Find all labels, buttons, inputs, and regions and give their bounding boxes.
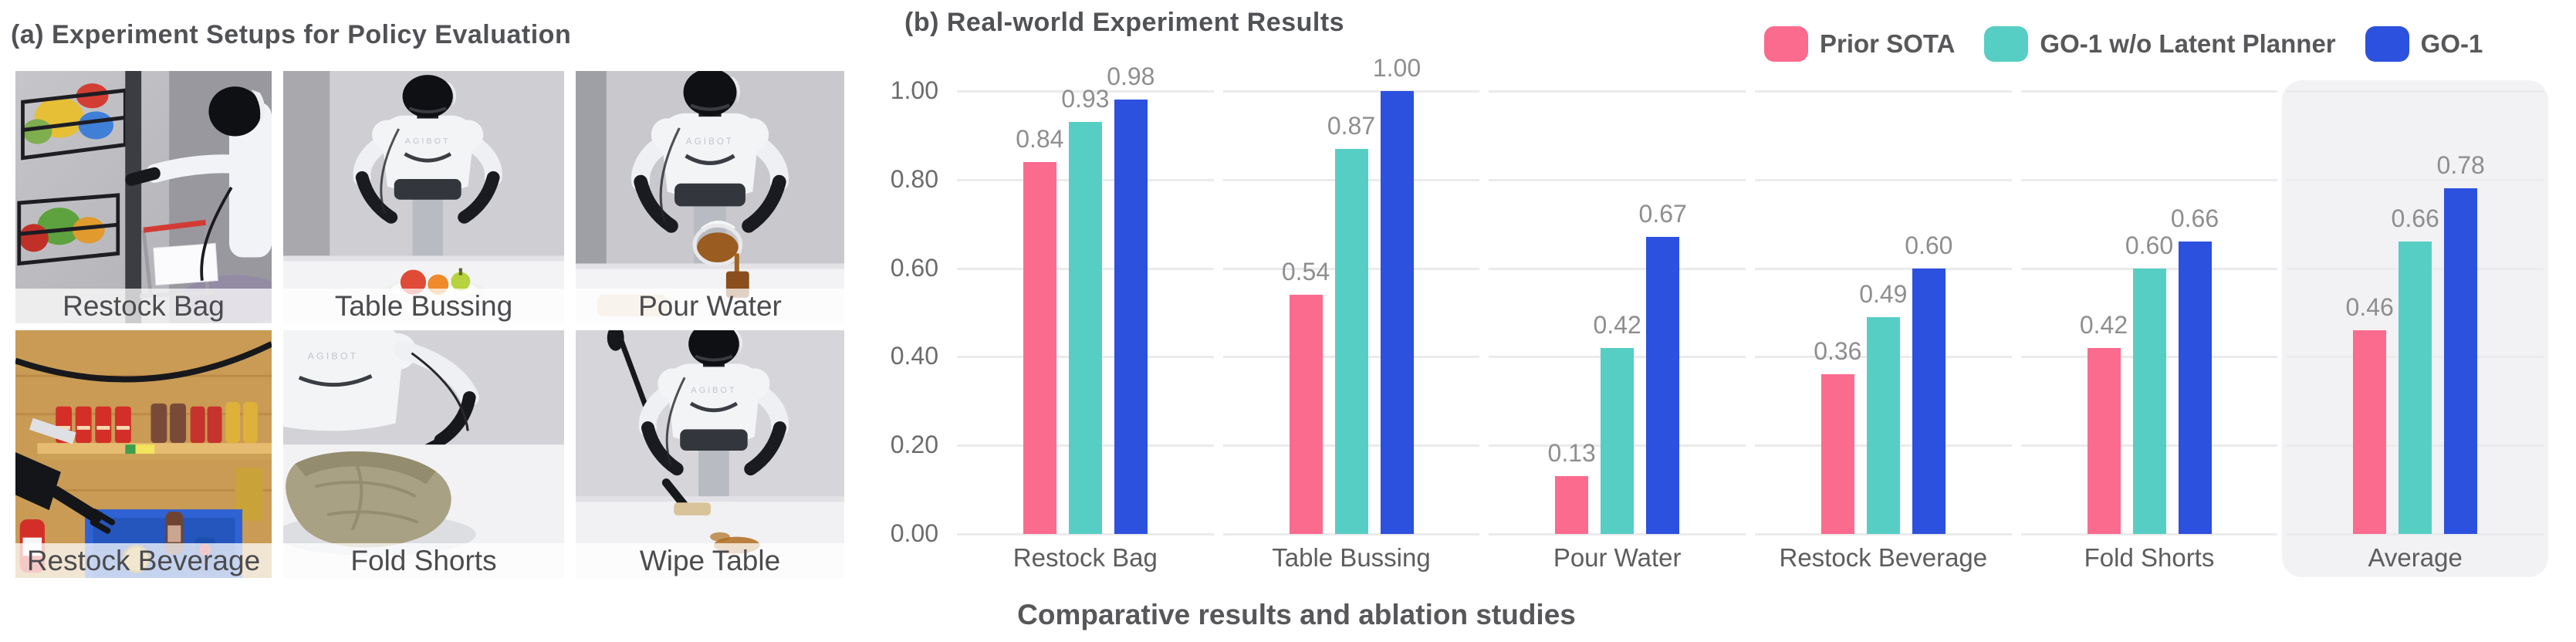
- bar-prior-sota: [1820, 374, 1854, 534]
- legend: Prior SOTA GO-1 w/o Latent Planner GO-1: [1764, 26, 2483, 62]
- legend-swatch: [1984, 26, 2029, 62]
- y-axis-tick: 0.40: [890, 342, 938, 370]
- gridline: [2287, 178, 2544, 181]
- robot-brand-text: AGIBOT: [308, 351, 359, 362]
- bar-value-label: 0.67: [1638, 200, 1687, 228]
- bar-value-label: 0.13: [1547, 439, 1596, 468]
- legend-label: Prior SOTA: [1820, 29, 1956, 58]
- gridline: [2287, 533, 2544, 536]
- panel-a-title: (a) Experiment Setups for Policy Evaluat…: [11, 20, 572, 49]
- bar-go-1: [1114, 100, 1148, 534]
- bar-go-1: [2444, 188, 2478, 534]
- photo-label: Wipe Table: [576, 543, 844, 578]
- category-label: Restock Bag: [1012, 543, 1158, 572]
- bar-prior-sota: [2087, 347, 2121, 534]
- photo-label: Table Bussing: [283, 289, 564, 323]
- panel-b-title: (b) Real-world Experiment Results: [904, 8, 1345, 37]
- y-axis-tick: 0.00: [890, 519, 938, 547]
- chart-caption: Comparative results and ablation studies: [1017, 599, 1576, 630]
- bar-go-1-w-o-latent-planner: [1068, 122, 1102, 534]
- photo-tile-restock-bag: Restock Bag: [15, 71, 272, 323]
- photo-grid: Restock Bag Table Bussing: [15, 71, 844, 578]
- bar-go-1: [1912, 268, 1946, 534]
- y-axis-tick: 0.80: [890, 164, 938, 193]
- bar-value-label: 0.87: [1327, 111, 1376, 140]
- y-axis-tick: 1.00: [890, 76, 938, 104]
- photo-label: Fold Shorts: [283, 543, 564, 578]
- bar-go-1: [1380, 91, 1414, 534]
- y-axis-tick: 0.20: [890, 431, 938, 459]
- category-label: Average: [2368, 543, 2463, 572]
- photo-tile-table-bussing: Table Bussing: [283, 71, 564, 323]
- bar-prior-sota: [1023, 161, 1056, 534]
- bar-value-label: 0.78: [2436, 151, 2485, 180]
- gridline: [1489, 267, 1746, 270]
- gridline: [2020, 90, 2278, 93]
- bar-value-label: 0.84: [1016, 124, 1064, 153]
- bar-value-label: 0.66: [2170, 204, 2219, 233]
- gridline: [1755, 178, 2012, 181]
- bar-value-label: 0.42: [2079, 310, 2128, 339]
- bar-value-label: 0.93: [1061, 85, 1110, 113]
- photo-tile-pour-water: Pour Water: [576, 71, 844, 323]
- gridline: [2287, 90, 2544, 93]
- category-label: Pour Water: [1553, 543, 1682, 572]
- bar-value-label: 0.54: [1281, 258, 1330, 286]
- gridline: [957, 533, 1214, 536]
- legend-swatch: [1764, 26, 1808, 62]
- legend-label: GO-1: [2420, 29, 2483, 58]
- photo-tile-restock-beverage: Restock Beverage: [15, 330, 272, 578]
- gridline: [957, 90, 1214, 93]
- gridline: [1489, 90, 1746, 93]
- photo-label: Restock Bag: [15, 289, 272, 323]
- bar-value-label: 0.49: [1859, 279, 1908, 308]
- bar-value-label: 1.00: [1372, 54, 1422, 82]
- category-label: Table Bussing: [1272, 543, 1431, 572]
- bar-value-label: 0.46: [2345, 292, 2394, 321]
- bar-value-label: 0.98: [1107, 63, 1155, 91]
- legend-swatch: [2365, 26, 2409, 62]
- legend-item-0: Prior SOTA: [1764, 26, 1955, 62]
- bar-go-1: [1646, 237, 1680, 534]
- bar-value-label: 0.60: [2125, 231, 2174, 259]
- gridline: [1755, 90, 2012, 93]
- bar-go-1-w-o-latent-planner: [2132, 268, 2166, 534]
- bar-prior-sota: [2353, 329, 2387, 534]
- y-axis-tick: 0.60: [890, 253, 938, 282]
- bar-go-1: [2178, 242, 2212, 534]
- bar-go-1-w-o-latent-planner: [1334, 148, 1368, 534]
- gridline: [1755, 533, 2012, 536]
- bar-value-label: 0.42: [1593, 310, 1641, 339]
- legend-item-1: GO-1 w/o Latent Planner: [1984, 26, 2336, 62]
- bar-go-1-w-o-latent-planner: [2399, 242, 2432, 534]
- photo-label: Restock Beverage: [15, 543, 272, 578]
- bar-prior-sota: [1289, 295, 1323, 534]
- bar-prior-sota: [1555, 476, 1589, 534]
- gridline: [1222, 533, 1480, 536]
- gridline: [1755, 267, 2012, 270]
- bar-go-1-w-o-latent-planner: [1866, 316, 1900, 534]
- legend-item-2: GO-1: [2365, 26, 2483, 62]
- photo-label: Pour Water: [576, 289, 844, 323]
- category-label: Restock Beverage: [1779, 543, 1988, 572]
- photo-tile-fold-shorts: AGIBOT Fold Shorts: [283, 330, 564, 578]
- gridline: [2020, 178, 2278, 181]
- gridline: [1489, 533, 1746, 536]
- bar-value-label: 0.66: [2391, 204, 2439, 233]
- gridline: [1489, 178, 1746, 181]
- gridline: [2020, 533, 2278, 536]
- bar-go-1-w-o-latent-planner: [1601, 347, 1635, 534]
- category-label: Fold Shorts: [2084, 543, 2215, 572]
- bar-value-label: 0.60: [1905, 231, 1953, 259]
- photo-tile-wipe-table: Wipe Table: [576, 330, 844, 578]
- legend-label: GO-1 w/o Latent Planner: [2040, 29, 2336, 58]
- bar-value-label: 0.36: [1814, 337, 1862, 366]
- gridline: [1222, 90, 1480, 93]
